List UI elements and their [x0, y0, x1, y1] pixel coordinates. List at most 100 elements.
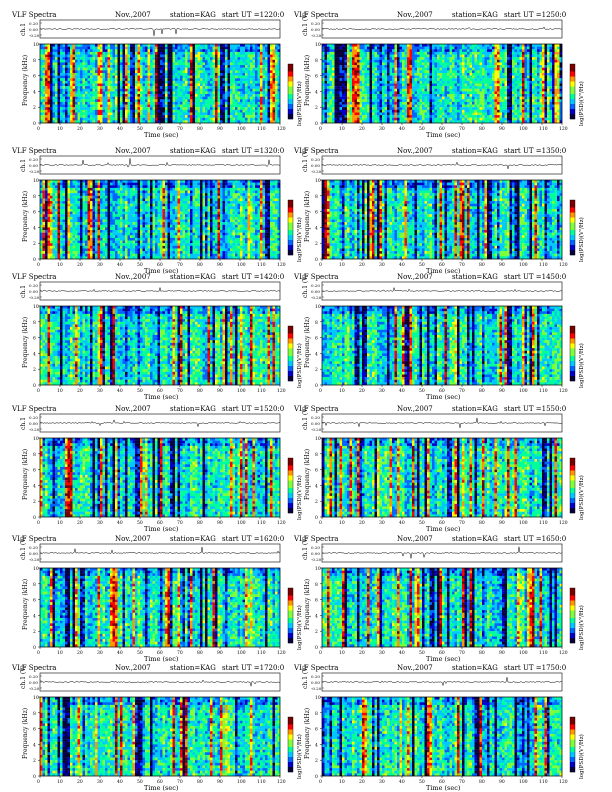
spectrogram-cell [160, 46, 163, 50]
spectrogram-cell [487, 99, 490, 103]
spectrogram-cell [429, 107, 433, 110]
spectrogram-cell [362, 54, 365, 58]
spectrogram-cell [230, 88, 233, 92]
spectrogram-cell [352, 109, 355, 113]
spectrogram-cell [62, 107, 66, 110]
spectrogram-cell [444, 99, 448, 103]
spectrogram-cell [200, 44, 203, 47]
spectrogram-cell [382, 70, 385, 74]
spectrogram-cell [205, 57, 208, 60]
spectrogram-cell [122, 109, 126, 113]
spectrogram-cell [202, 80, 206, 84]
spectrogram-cell [105, 67, 108, 71]
spectrogram-cell [349, 83, 353, 87]
spectrogram-cell [222, 96, 226, 100]
spectrogram-cell [377, 75, 380, 79]
spectrogram-cell [337, 101, 340, 105]
spectrogram-cell [247, 109, 251, 113]
spectrogram-cell [87, 94, 91, 97]
spectrogram-cell [412, 67, 415, 71]
spectrogram-cell [227, 54, 231, 58]
spectrogram-cell [265, 62, 268, 66]
spectrogram-cell [157, 115, 161, 118]
spectrogram-cell [437, 44, 440, 47]
spectrogram-cell [322, 88, 325, 92]
spectrogram-cell [92, 57, 96, 60]
spectrogram-cell [442, 72, 445, 76]
spectrogram-cell [392, 104, 395, 108]
spectrogram-cell [200, 65, 203, 68]
spectrogram-cell [432, 67, 435, 71]
spectrogram-cell [412, 62, 415, 66]
spectrogram-cell [327, 75, 330, 79]
spectrogram-cell [327, 96, 330, 100]
spectrogram-cell [140, 62, 143, 66]
spectrogram-cell [484, 88, 488, 92]
spectrogram-cell [87, 59, 91, 63]
spectrogram-cell [142, 49, 146, 53]
spectrogram-cell [449, 94, 453, 97]
spectrogram-cell [412, 46, 415, 50]
spectrogram-cell [207, 112, 211, 116]
spectrogram-cell [187, 120, 191, 124]
spectrogram-cell [349, 99, 353, 103]
spectrogram-cell [217, 78, 221, 82]
spectrogram-cell [197, 65, 201, 68]
spectrogram-cell [160, 62, 163, 66]
spectrogram-cell [85, 94, 88, 97]
spectrogram-cell [77, 107, 81, 110]
spectrogram-cell [384, 49, 388, 53]
spectrogram-cell [277, 94, 281, 97]
spectrogram-cell [252, 72, 256, 76]
spectrogram-cell [394, 117, 398, 121]
spectrogram-cell [95, 101, 98, 105]
spectrogram-cell [255, 49, 258, 53]
spectrogram-cell [362, 115, 365, 118]
spectrogram-cell [484, 49, 488, 53]
spectrogram-cell [429, 83, 433, 87]
spectrogram-cell [52, 59, 56, 63]
spectrogram-cell [237, 75, 241, 79]
spectrogram-cell [272, 72, 276, 76]
spectrogram-cell [142, 109, 146, 113]
spectrogram-cell [384, 70, 388, 74]
spectrogram-cell [107, 88, 111, 92]
spectrogram-cell [432, 117, 435, 121]
spectrogram-cell [329, 62, 333, 66]
spectrogram-cell [185, 117, 188, 121]
spectrogram-cell [185, 62, 188, 66]
spectrogram-cell [459, 72, 463, 76]
spectrogram-cell [397, 78, 400, 82]
spectrogram-cell [160, 104, 163, 108]
spectrogram-cell [479, 115, 483, 118]
spectrogram-cell [150, 72, 153, 76]
spectrogram-cell [247, 46, 251, 50]
spectrogram-cell [324, 65, 328, 68]
spectrogram-cell [167, 57, 171, 60]
spectrogram-cell [130, 96, 133, 100]
spectrogram-cell [230, 101, 233, 105]
spectrogram-cell [232, 99, 236, 103]
spectrogram-cell [200, 54, 203, 58]
spectrogram-cell [384, 117, 388, 121]
spectrogram-cell [162, 44, 166, 47]
spectrogram-cell [419, 88, 423, 92]
spectrogram-cell [80, 83, 83, 87]
spectrogram-cell [334, 99, 338, 103]
colorbar-step [288, 101, 293, 105]
spectrogram-cell [152, 94, 156, 97]
spectrogram-cell [72, 117, 76, 121]
spectrogram-cell [422, 86, 425, 89]
spectrogram-cell [47, 62, 51, 66]
spectrogram-cell [412, 65, 415, 68]
spectrogram-cell [85, 117, 88, 121]
spectrogram-cell [92, 62, 96, 66]
spectrogram-cell [409, 54, 413, 58]
spectrogram-cell [359, 51, 363, 55]
spectrogram-cell [252, 78, 256, 82]
spectrogram-cell [402, 115, 405, 118]
spectrogram-cell [145, 86, 148, 89]
spectrogram-cell [170, 72, 173, 76]
spectrogram-cell [62, 101, 66, 105]
spectrogram-cell [100, 51, 103, 55]
